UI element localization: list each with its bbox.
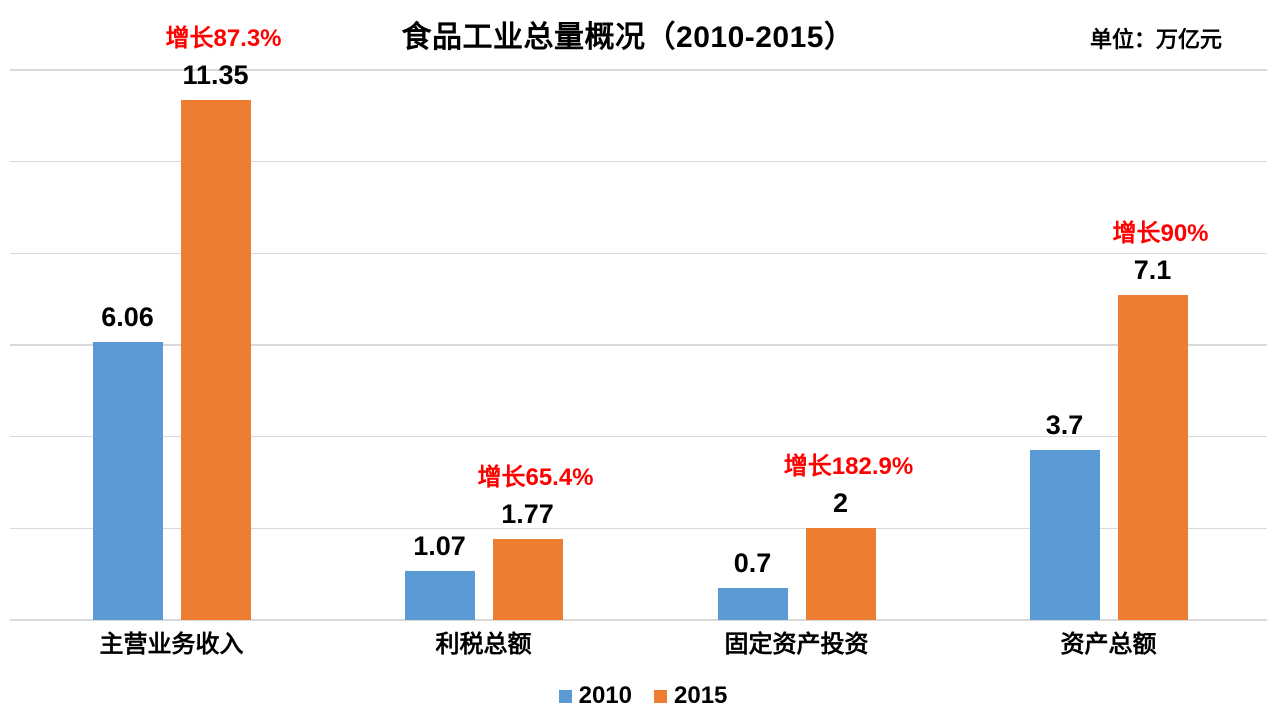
bar-2010-3 xyxy=(1029,450,1100,620)
legend-swatch-2010 xyxy=(558,689,572,703)
value-label-2015-2: 2 xyxy=(832,488,849,519)
legend: 2010 2015 xyxy=(0,682,1280,710)
value-label-2015-3: 7.1 xyxy=(1133,254,1172,285)
category-label-0: 主营业务收入 xyxy=(99,631,244,658)
category-label-1: 利税总额 xyxy=(435,631,532,658)
value-label-2010-2: 0.7 xyxy=(733,547,772,578)
legend-swatch-2015 xyxy=(654,689,667,703)
chart-title: 食品工业总量概况（2010-2015） xyxy=(401,21,855,54)
value-label-2010-1: 1.07 xyxy=(413,530,466,561)
growth-label-0: 增长87.3% xyxy=(165,24,282,52)
category-label-3: 资产总额 xyxy=(1060,631,1157,658)
legend-item-2010: 2010 xyxy=(558,682,632,710)
value-label-2015-1: 1.77 xyxy=(501,498,554,529)
bar-2015-2 xyxy=(805,528,876,620)
gridline xyxy=(10,527,1267,530)
value-label-2015-0: 11.35 xyxy=(182,59,249,90)
gridline xyxy=(10,344,1267,346)
bar-2010-2 xyxy=(717,587,788,620)
category-label-2: 固定资产投资 xyxy=(724,631,869,658)
gridline xyxy=(10,252,1267,255)
value-label-2010-0: 6.06 xyxy=(101,302,154,333)
unit-label: 单位：万亿元 xyxy=(1089,27,1222,52)
gridline xyxy=(10,435,1267,438)
legend-label-2015: 2015 xyxy=(674,682,728,709)
bar-2015-3 xyxy=(1117,294,1188,620)
gridline xyxy=(10,160,1267,163)
legend-item-2015: 2015 xyxy=(654,682,727,710)
gridline xyxy=(10,69,1267,71)
gridline xyxy=(10,619,1267,621)
growth-label-3: 增长90% xyxy=(1112,219,1209,247)
bar-2010-1 xyxy=(404,570,475,620)
value-label-2010-3: 3.7 xyxy=(1045,410,1084,441)
bar-2010-0 xyxy=(92,342,163,620)
bar-2015-1 xyxy=(492,538,563,620)
growth-label-2: 增长182.9% xyxy=(783,453,914,481)
growth-label-1: 增长65.4% xyxy=(477,463,594,491)
legend-label-2010: 2010 xyxy=(578,682,632,709)
bar-2015-0 xyxy=(180,99,251,620)
